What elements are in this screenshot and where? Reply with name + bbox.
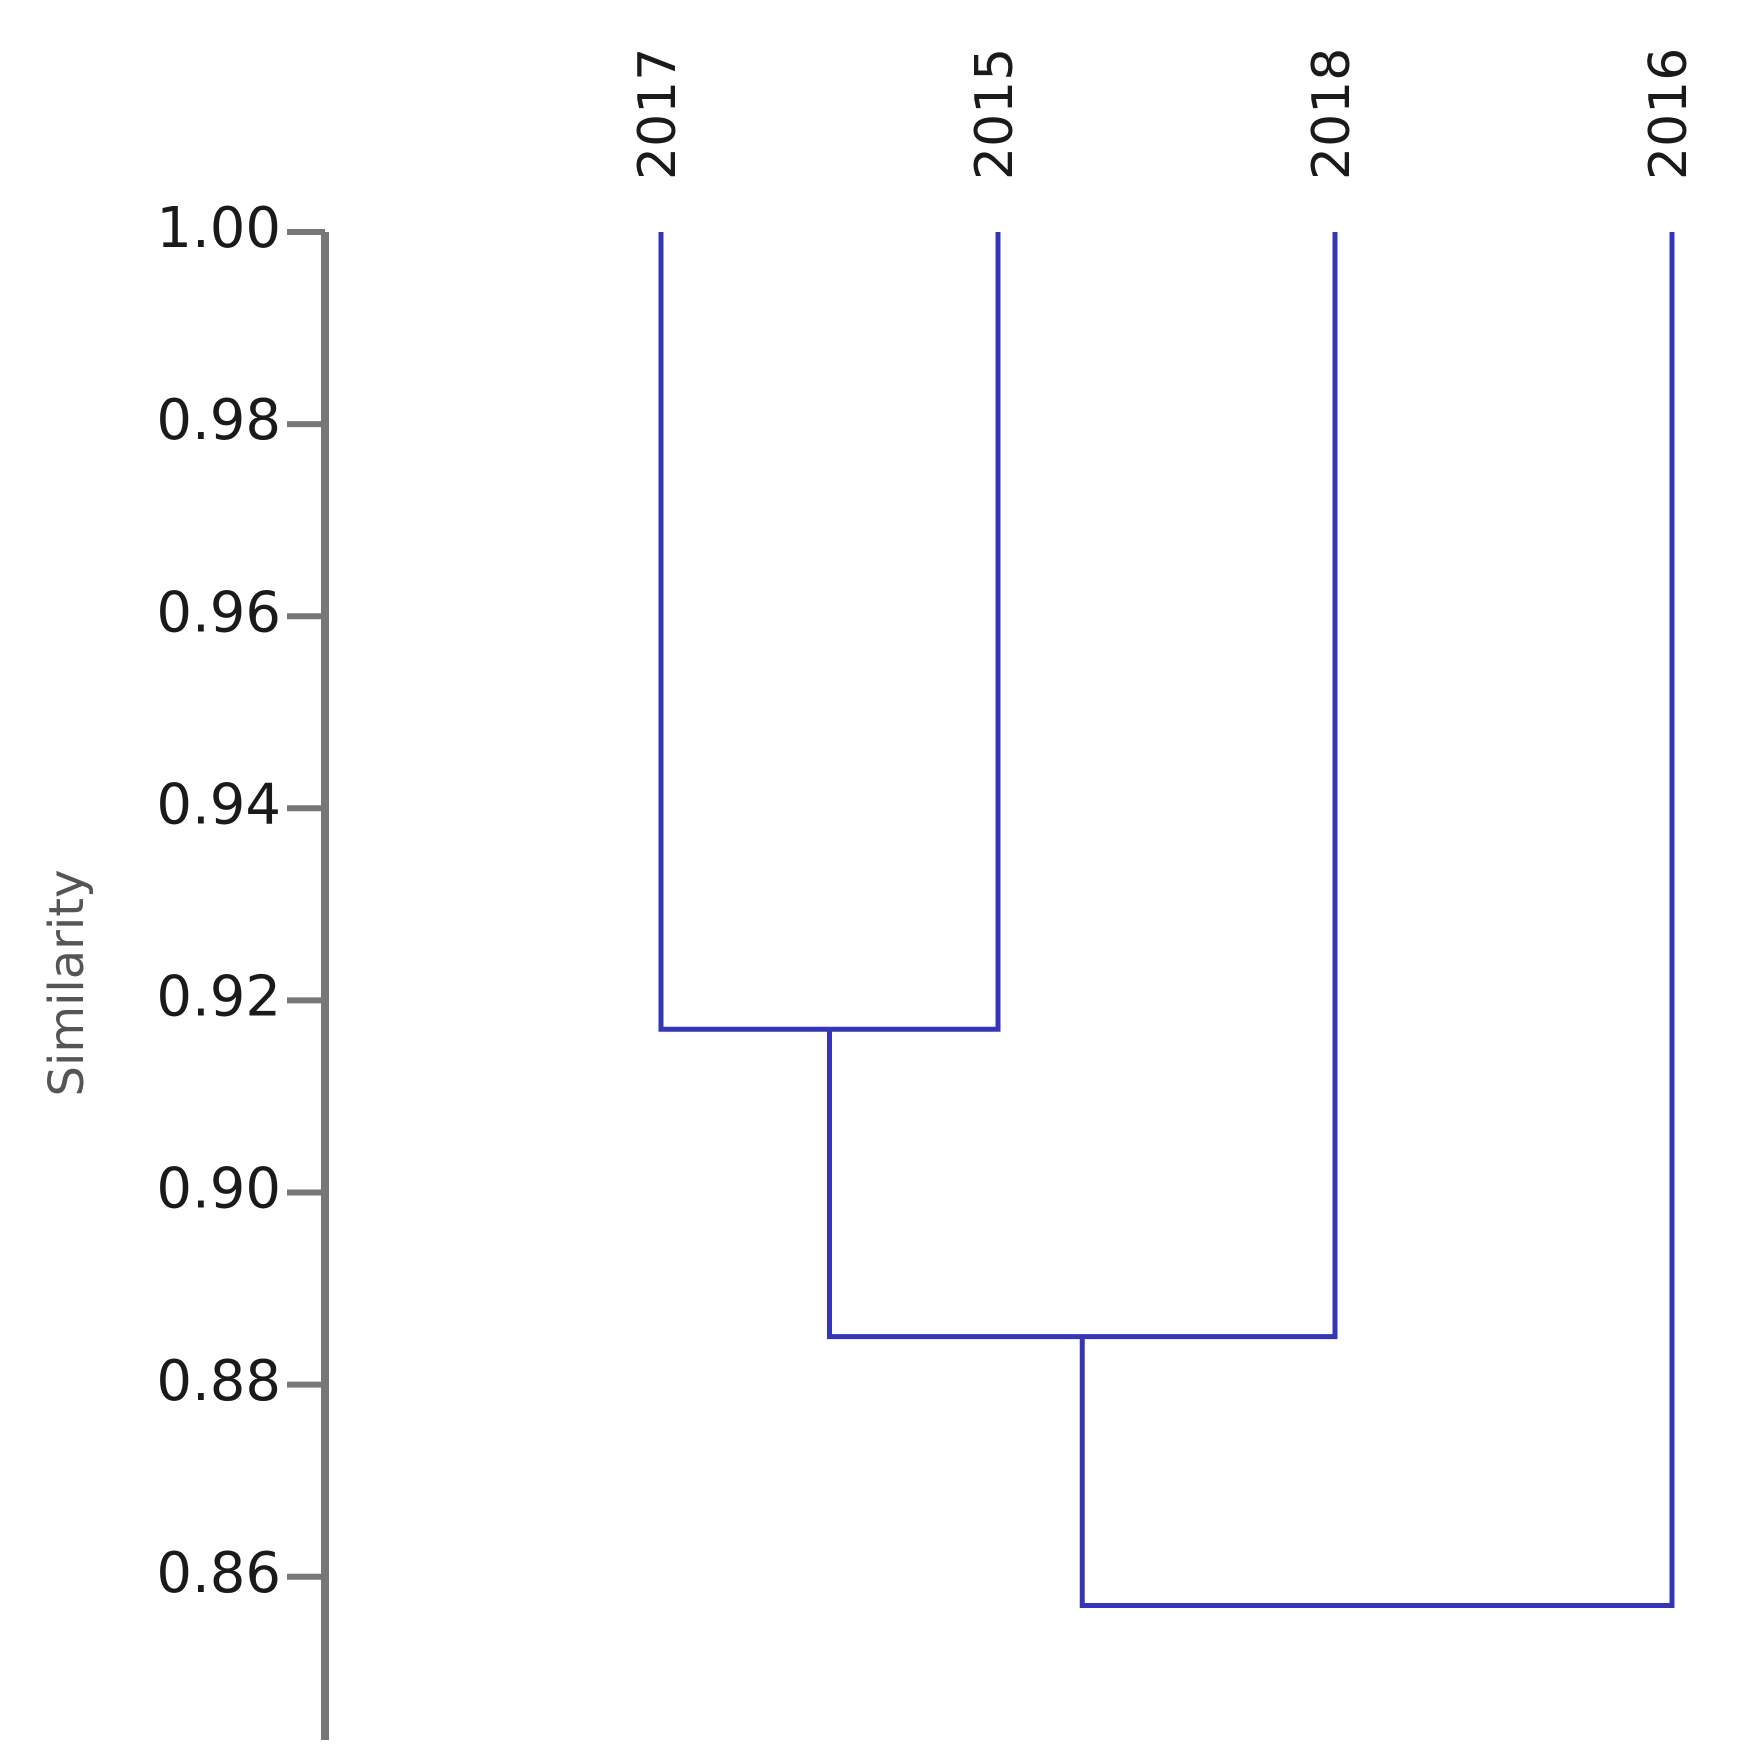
dendrogram-link [1079, 232, 1675, 1609]
y-tick-label: 0.90 [156, 1157, 281, 1222]
y-tick-label: 0.96 [156, 580, 281, 645]
y-tick-label: 0.98 [156, 388, 281, 453]
y-axis-title: Similarity [39, 870, 95, 1097]
leaf-label: 2015 [965, 48, 1025, 180]
dendrogram-link [827, 232, 1338, 1340]
y-tick-label: 0.94 [156, 772, 281, 837]
leaf-label: 2018 [1302, 48, 1362, 180]
leaf-label: 2017 [628, 48, 688, 180]
y-tick-label: 0.92 [156, 965, 281, 1030]
y-tick-label: 0.88 [156, 1349, 281, 1414]
y-tick-label: 0.86 [156, 1541, 281, 1606]
dendrogram-link [658, 232, 1001, 1032]
y-tick-label: 1.00 [156, 196, 281, 261]
leaf-label: 2016 [1639, 48, 1699, 180]
